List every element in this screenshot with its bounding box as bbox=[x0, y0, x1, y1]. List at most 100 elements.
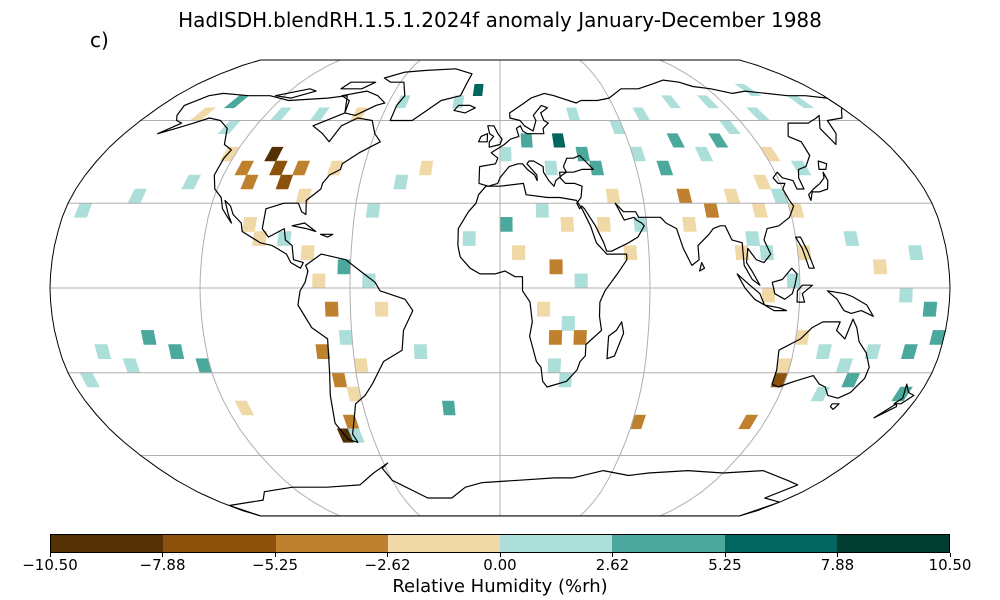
coastline-path bbox=[808, 171, 829, 201]
coastline-path bbox=[796, 284, 813, 303]
colorbar-segment bbox=[163, 535, 276, 552]
coastlines bbox=[157, 68, 915, 516]
anomaly-cell bbox=[419, 160, 434, 176]
coastline-path bbox=[478, 79, 843, 286]
anomaly-cell bbox=[324, 301, 339, 317]
anomaly-cell bbox=[761, 287, 776, 303]
anomaly-cell bbox=[338, 330, 354, 345]
coastline-path bbox=[453, 104, 476, 114]
anomaly-cell bbox=[269, 107, 292, 121]
colorbar bbox=[50, 534, 950, 553]
anomaly-cell bbox=[312, 273, 326, 289]
anomaly-cell bbox=[759, 146, 781, 162]
anomaly-cell bbox=[786, 273, 801, 289]
colorbar-segment bbox=[836, 535, 949, 552]
anomaly-cell bbox=[864, 344, 881, 359]
anomaly-cell bbox=[499, 217, 513, 232]
colorbar-tick-label: −2.62 bbox=[364, 556, 411, 574]
anomaly-cell bbox=[835, 358, 854, 374]
anomaly-cell bbox=[734, 245, 750, 260]
coastline-path bbox=[873, 403, 898, 419]
coastline-path bbox=[771, 267, 798, 300]
anomaly-cell bbox=[632, 107, 651, 121]
anomaly-cell bbox=[234, 400, 254, 416]
coastline-path bbox=[699, 262, 706, 272]
coastline-path bbox=[829, 403, 840, 410]
anomaly-cell bbox=[544, 160, 558, 176]
panel-label: c) bbox=[90, 28, 109, 52]
anomaly-cell bbox=[810, 386, 831, 402]
anomaly-cell bbox=[240, 174, 259, 190]
coastline-path bbox=[340, 81, 377, 90]
anomaly-cell bbox=[708, 133, 729, 148]
anomaly-cell bbox=[168, 344, 185, 359]
anomaly-cell bbox=[122, 358, 141, 374]
anomaly-cell bbox=[295, 188, 312, 204]
colorbar-tick-mark bbox=[837, 553, 838, 557]
anomaly-cell bbox=[547, 358, 562, 374]
anomaly-cell bbox=[536, 301, 551, 317]
coastline-path bbox=[606, 321, 625, 360]
coastline-path bbox=[736, 273, 766, 306]
anomaly-cell bbox=[718, 120, 741, 134]
anomaly-cell bbox=[694, 146, 714, 162]
colorbar-segment bbox=[500, 535, 613, 552]
anomaly-cell bbox=[566, 107, 581, 121]
colorbar-tick-mark bbox=[949, 553, 951, 557]
anomaly-cell bbox=[734, 84, 762, 96]
anomaly-cell bbox=[241, 217, 258, 232]
colorbar-tick-mark bbox=[49, 553, 51, 557]
coastline-path bbox=[383, 68, 473, 122]
colorbar-tick-label: 5.25 bbox=[708, 556, 742, 574]
anomaly-cell bbox=[309, 107, 330, 121]
anomaly-cell bbox=[499, 146, 512, 162]
anomaly-cell bbox=[872, 259, 888, 275]
anomaly-cell bbox=[815, 344, 832, 359]
anomaly-cell bbox=[696, 95, 720, 109]
colorbar-tick-mark bbox=[612, 553, 613, 557]
coastline-path bbox=[795, 236, 815, 269]
colorbar-tick-mark bbox=[499, 553, 501, 557]
colorbar-tick-mark bbox=[724, 553, 726, 557]
anomaly-grid-cells bbox=[73, 84, 946, 443]
anomaly-cell bbox=[442, 400, 456, 416]
anomaly-cell bbox=[751, 202, 768, 218]
anomaly-cell bbox=[269, 160, 288, 176]
coastline-path bbox=[157, 92, 381, 269]
anomaly-cell bbox=[759, 245, 775, 260]
anomaly-cell bbox=[929, 330, 946, 345]
anomaly-cell bbox=[234, 160, 254, 176]
anomaly-cell bbox=[292, 160, 311, 176]
coastline-path bbox=[291, 222, 317, 233]
anomaly-cell bbox=[79, 372, 100, 388]
anomaly-cell bbox=[596, 217, 611, 232]
anomaly-cell bbox=[413, 344, 428, 359]
colorbar-tick-label: −7.88 bbox=[139, 556, 186, 574]
anomaly-cell bbox=[520, 133, 533, 148]
colorbar-segment bbox=[724, 535, 837, 552]
coastline-path bbox=[817, 160, 828, 170]
anomaly-cell bbox=[365, 202, 381, 218]
anomaly-cell bbox=[140, 330, 157, 345]
anomaly-cell bbox=[551, 133, 566, 148]
map-title: HadISDH.blendRH.1.5.1.2024f anomaly Janu… bbox=[178, 8, 822, 32]
coastline-path bbox=[297, 253, 414, 443]
anomaly-cell bbox=[195, 358, 213, 374]
coastline-path bbox=[826, 290, 874, 317]
anomaly-cell bbox=[73, 202, 93, 218]
anomaly-cell bbox=[300, 245, 315, 260]
anomaly-cell bbox=[574, 273, 588, 289]
anomaly-cell bbox=[393, 174, 409, 190]
anomaly-cell bbox=[723, 188, 741, 204]
anomaly-cell bbox=[347, 428, 365, 443]
anomaly-cell bbox=[841, 372, 861, 388]
anomaly-cell bbox=[326, 160, 344, 176]
coastline-path bbox=[274, 88, 317, 99]
anomaly-cell bbox=[549, 259, 563, 275]
map-outline bbox=[49, 59, 951, 517]
colorbar-label: Relative Humidity (%rh) bbox=[392, 576, 608, 597]
coastline-path bbox=[457, 182, 628, 388]
anomaly-cell bbox=[374, 301, 389, 317]
anomaly-cell bbox=[181, 174, 201, 190]
coastline-path bbox=[478, 133, 489, 143]
